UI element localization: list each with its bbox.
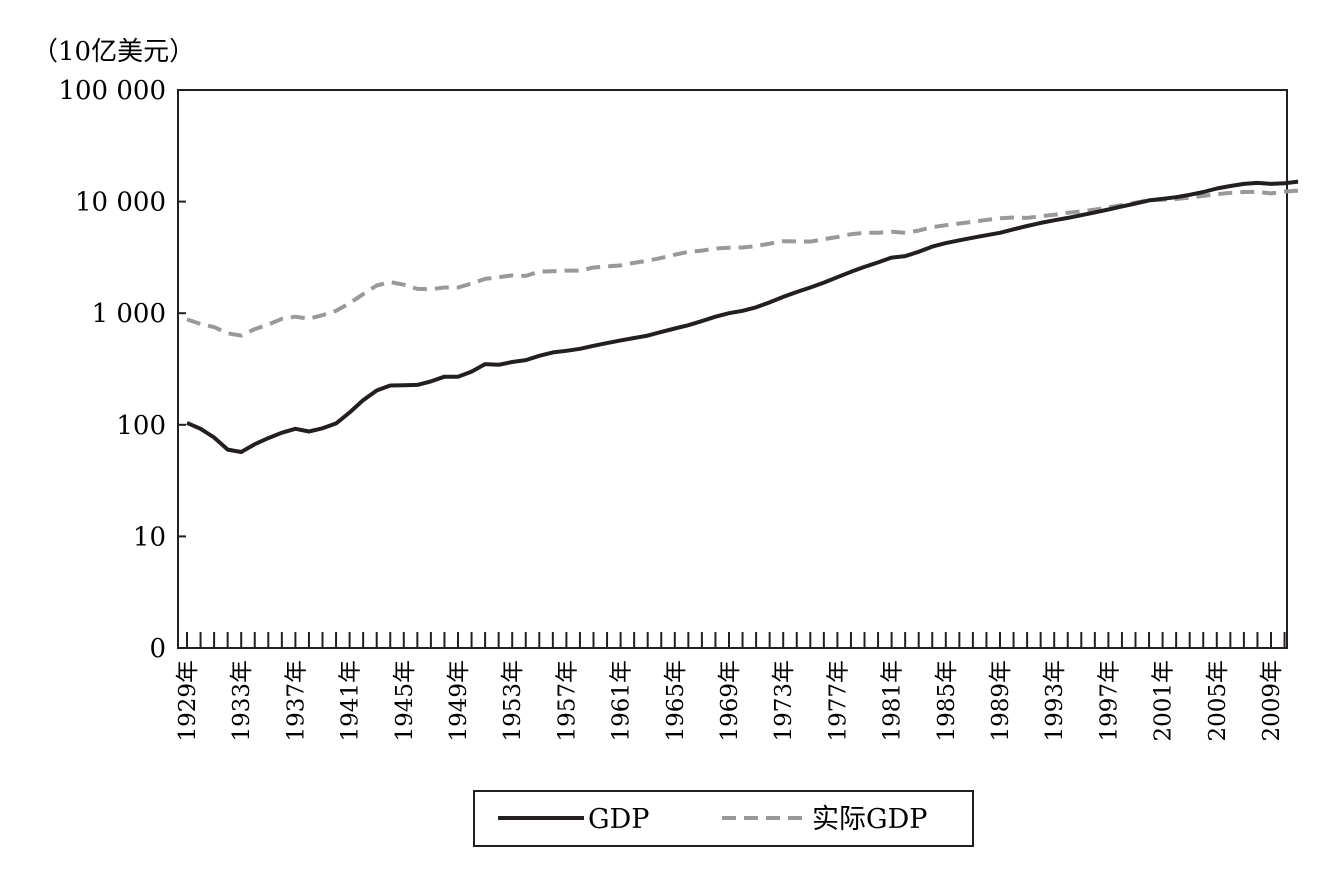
x-tick-label: 1965年 <box>663 660 689 742</box>
x-tick-label: 1937年 <box>283 660 309 742</box>
y-tick-label: 100 <box>116 411 166 441</box>
y-ticks: 0 10 100 1 000 10 000 100 000 <box>58 76 186 664</box>
x-tick-label: 1949年 <box>446 660 472 742</box>
y-tick-label: 0 <box>149 634 166 664</box>
x-tick-label: 1981年 <box>880 660 906 742</box>
legend-label-real-gdp: 实际GDP <box>812 804 927 835</box>
x-tick-label: 2005年 <box>1205 660 1231 742</box>
legend-label-gdp: GDP <box>588 804 649 835</box>
series-lines <box>186 179 1299 454</box>
x-tick-label: 1989年 <box>988 660 1014 742</box>
y-unit-label: （10亿美元） <box>32 37 195 67</box>
x-tick-label: 2001年 <box>1151 660 1177 742</box>
series-line-real-gdp <box>186 188 1299 338</box>
x-tick-label: 1953年 <box>500 660 526 742</box>
x-tick-label: 1957年 <box>554 660 580 742</box>
y-tick-label: 100 000 <box>58 76 166 106</box>
plot-frame <box>177 89 1288 649</box>
x-tick-label: 1985年 <box>934 660 960 742</box>
x-tick-label: 1997年 <box>1096 660 1122 742</box>
y-tick-label: 10 000 <box>75 188 166 218</box>
x-tick-label: 1973年 <box>771 660 797 742</box>
series-line-gdp <box>186 179 1299 454</box>
x-tick-label: 1993年 <box>1042 660 1068 742</box>
y-tick-label: 1 000 <box>92 299 166 329</box>
x-ticks: 1929年 1933年 1937年 1941年 1945年 1949年 1953年 1957年… <box>175 632 1286 742</box>
x-tick-label: 1941年 <box>338 660 364 742</box>
x-tick-label: 1945年 <box>392 660 418 742</box>
x-tick-label: 1969年 <box>717 660 743 742</box>
legend: GDP 实际GDP <box>473 790 974 847</box>
x-tick-label: 1929年 <box>175 660 201 742</box>
y-tick-label: 10 <box>133 522 166 552</box>
x-tick-label: 2009年 <box>1259 660 1285 742</box>
x-tick-label: 1933年 <box>229 660 255 742</box>
x-tick-label: 1961年 <box>609 660 635 742</box>
x-tick-label: 1977年 <box>825 660 851 742</box>
